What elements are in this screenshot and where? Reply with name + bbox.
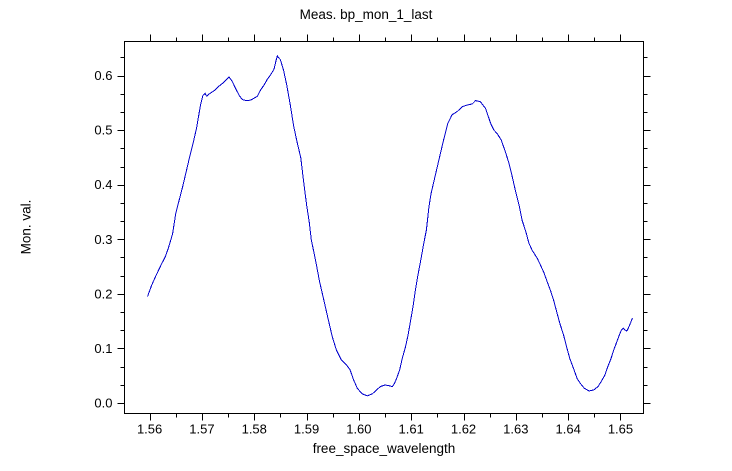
chart-title: Meas. bp_mon_1_last xyxy=(299,7,433,22)
y-tick-label: 0.0 xyxy=(94,396,112,411)
y-tick-label: 0.1 xyxy=(94,341,112,356)
y-tick-label: 0.2 xyxy=(94,286,112,301)
x-tick-label: 1.57 xyxy=(189,422,214,437)
x-tick-label: 1.56 xyxy=(137,422,162,437)
data-curve xyxy=(147,54,633,397)
x-tick-label: 1.65 xyxy=(608,422,633,437)
y-tick-label: 0.5 xyxy=(94,123,112,138)
x-tick-label: 1.64 xyxy=(556,422,581,437)
x-tick-label: 1.61 xyxy=(399,422,424,437)
x-tick-label: 1.58 xyxy=(242,422,267,437)
y-tick-label: 0.3 xyxy=(94,232,112,247)
y-tick-label: 0.6 xyxy=(94,68,112,83)
x-tick-label: 1.60 xyxy=(346,422,371,437)
x-tick-label: 1.59 xyxy=(294,422,319,437)
x-tick-label: 1.62 xyxy=(451,422,476,437)
y-tick-label: 0.4 xyxy=(94,177,112,192)
plot-frame xyxy=(124,41,644,414)
x-tick-label: 1.63 xyxy=(503,422,528,437)
x-axis-label: free_space_wavelength xyxy=(312,441,456,456)
